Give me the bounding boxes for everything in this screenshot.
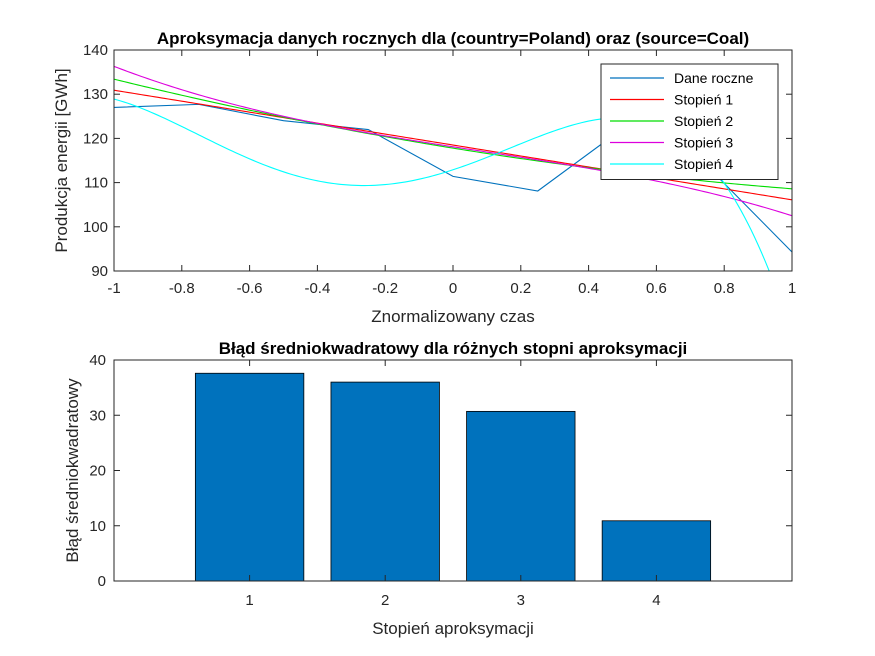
series-line-2	[114, 89, 792, 201]
x-tick-label: 0.4	[578, 280, 599, 297]
legend-label-1: Dane roczne	[674, 70, 754, 86]
legend-label-2: Stopień 1	[674, 92, 733, 108]
x-tick-label: 0.2	[510, 280, 531, 297]
y-tick-label: 20	[89, 463, 106, 480]
series-line-4	[114, 65, 792, 217]
x-tick-label: 1	[788, 280, 796, 297]
x-tick-label: 3	[517, 592, 525, 609]
legend-label-4: Stopień 3	[674, 135, 733, 151]
y-tick-label: 90	[91, 263, 108, 280]
x-tick-label: -0.6	[237, 280, 263, 297]
x-axis-label-1: Znormalizowany czas	[371, 307, 534, 326]
line-chart-axes: -1 -0.8 -0.6 -0.4 -0.2 0 0.2 0.4 0.6 0.8 1 90 100 110…	[52, 29, 796, 326]
chart-title-2: Błąd średniokwadratowy dla różnych stopn…	[219, 339, 688, 358]
x-axis-label-2: Stopień aproksymacji	[372, 619, 534, 638]
x-tick-label: 4	[652, 592, 660, 609]
y-tick-label: 140	[83, 42, 108, 59]
y-tick-label: 110	[84, 175, 108, 192]
chart-title-1: Aproksymacja danych rocznych dla (countr…	[157, 29, 749, 48]
bar-4	[601, 520, 712, 582]
bar-3	[466, 410, 576, 582]
bar-group	[194, 372, 712, 582]
legend: Dane roczne Stopień 1 Stopień 2 Stopień 3 St…	[600, 63, 779, 180]
y-axis-label-1: Produkcja energii [GWh]	[52, 68, 71, 252]
x-tick-label: -1	[107, 280, 120, 297]
y-tick-label: 0	[98, 573, 106, 590]
y-tick-label: 40	[89, 352, 106, 369]
x-tick-label: -0.2	[372, 280, 398, 297]
bar-2	[330, 381, 440, 582]
y-tick-label: 130	[83, 86, 108, 103]
x-tick-label: 0	[449, 280, 457, 297]
legend-label-3: Stopień 2	[674, 113, 733, 129]
y-tick-label: 10	[89, 518, 106, 535]
y-tick-label: 120	[83, 130, 108, 147]
x-tick-label: -0.8	[169, 280, 195, 297]
x-tick-label: 0.6	[646, 280, 667, 297]
legend-label-5: Stopień 4	[674, 156, 733, 172]
x-tick-label: -0.4	[304, 280, 330, 297]
y-tick-label: 30	[89, 407, 106, 424]
y-tick-label: 100	[83, 219, 108, 236]
y-axis-label-2: Błąd średniokwadratowy	[63, 378, 82, 563]
axis-ticks-1: -1 -0.8 -0.6 -0.4 -0.2 0 0.2 0.4 0.6 0.8 1 90 100 110…	[83, 42, 796, 297]
x-tick-label: 1	[245, 592, 253, 609]
x-tick-label: 0.8	[714, 280, 735, 297]
bar-1	[194, 372, 305, 582]
x-tick-label: 2	[381, 592, 389, 609]
legend-box	[600, 63, 779, 180]
